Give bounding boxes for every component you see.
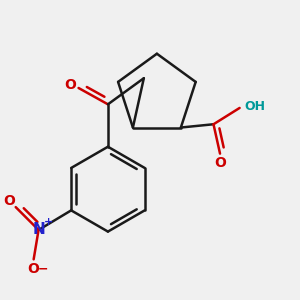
Text: O: O [3,194,15,208]
Text: O: O [214,156,226,170]
Text: N: N [32,223,45,238]
Text: +: + [44,217,54,227]
Text: O: O [28,262,40,276]
Text: −: − [38,262,49,276]
Text: O: O [64,78,76,92]
Text: OH: OH [244,100,266,113]
